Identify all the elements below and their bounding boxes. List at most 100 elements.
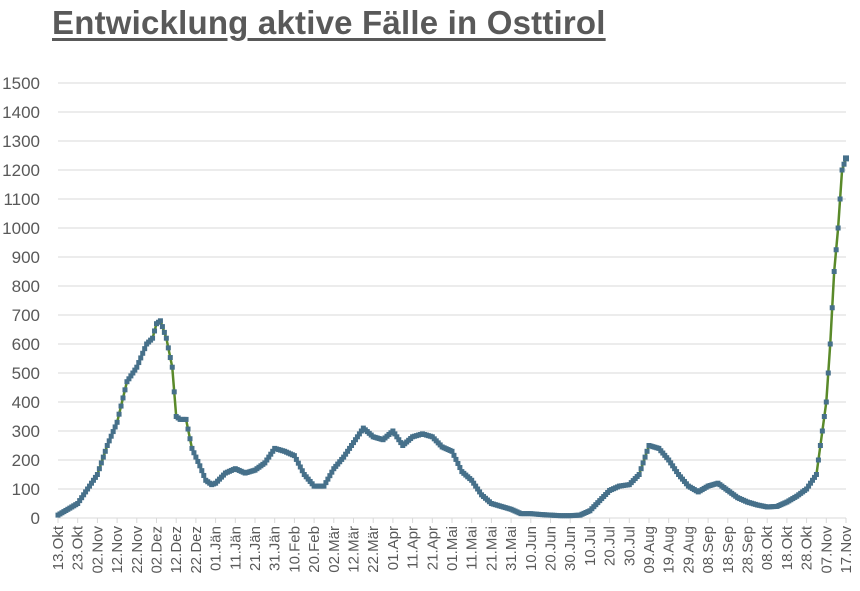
data-marker: [98, 460, 104, 466]
data-marker: [291, 453, 297, 459]
data-marker: [299, 468, 305, 474]
data-marker: [642, 454, 648, 460]
data-marker: [354, 434, 360, 440]
data-marker: [843, 155, 849, 162]
data-marker: [473, 483, 479, 489]
y-tick-label: 100: [12, 480, 40, 499]
y-tick-label: 1100: [3, 190, 40, 209]
data-marker: [668, 460, 674, 466]
data-marker: [122, 387, 128, 393]
data-marker: [134, 364, 140, 370]
data-marker: [449, 448, 455, 454]
data-marker: [394, 434, 400, 440]
data-marker: [169, 364, 175, 370]
y-tick-label: 1300: [2, 132, 40, 151]
data-marker: [841, 161, 847, 167]
data-marker: [813, 472, 819, 477]
x-tick-label: 10.Feb: [286, 526, 303, 573]
data-marker: [451, 452, 457, 458]
x-tick-label: 07.Nov: [818, 526, 835, 574]
data-marker: [295, 460, 301, 466]
data-marker: [114, 419, 120, 425]
data-marker: [833, 247, 839, 253]
data-marker: [185, 426, 191, 432]
x-tick-label: 08.Okt: [759, 525, 776, 570]
data-marker: [161, 329, 167, 335]
data-marker: [90, 477, 96, 483]
data-marker: [471, 480, 477, 486]
y-tick-label: 600: [12, 335, 40, 354]
data-marker: [150, 335, 156, 341]
x-tick-label: 30.Jul: [621, 526, 638, 566]
x-tick-label: 22.Mär: [365, 526, 382, 573]
data-marker: [199, 468, 205, 474]
data-marker: [106, 438, 112, 444]
data-marker: [356, 431, 362, 437]
data-marker: [392, 431, 398, 437]
data-marker: [77, 498, 83, 504]
data-marker: [321, 483, 327, 489]
data-marker: [827, 341, 833, 347]
x-tick-label: 09.Aug: [641, 526, 658, 574]
x-tick-label: 12.Nov: [109, 526, 126, 574]
data-marker: [804, 486, 810, 492]
x-tick-label: 13.Okt: [50, 525, 67, 570]
data-marker: [345, 448, 351, 454]
x-tick-label: 30.Jun: [562, 526, 579, 571]
data-marker: [171, 389, 177, 395]
x-tick-label: 29.Aug: [680, 526, 697, 574]
data-marker: [390, 428, 396, 434]
data-marker: [352, 437, 358, 443]
data-marker: [110, 429, 116, 435]
data-marker: [644, 448, 650, 454]
data-marker: [341, 454, 347, 460]
data-marker: [100, 454, 106, 460]
y-tick-label: 0: [31, 509, 40, 528]
data-marker: [839, 167, 845, 173]
x-tick-label: 31.Mai: [503, 526, 520, 571]
x-tick-label: 10.Jul: [582, 526, 599, 566]
data-marker: [825, 370, 831, 376]
x-tick-label: 28.Sep: [740, 526, 757, 574]
data-marker: [475, 486, 481, 492]
x-tick-label: 01.Jän: [208, 526, 225, 571]
data-marker: [343, 451, 349, 457]
data-marker: [829, 305, 835, 311]
x-tick-label: 28.Okt: [799, 525, 816, 570]
x-tick-label: 31.Jän: [267, 526, 284, 571]
data-marker: [88, 480, 94, 486]
data-marker: [167, 355, 173, 361]
data-marker: [455, 460, 461, 466]
data-marker: [672, 466, 678, 472]
data-marker: [815, 457, 821, 463]
x-tick-label: 11.Jän: [227, 526, 244, 570]
data-marker: [638, 466, 644, 472]
x-axis: 13.Okt 23.Okt 02.Nov 12.Nov 22.Nov 02.Dez 12.D…: [50, 518, 855, 574]
data-marker: [116, 411, 122, 417]
data-marker: [189, 445, 195, 451]
x-tick-label: 17.Nov: [838, 526, 855, 574]
data-marker: [124, 379, 130, 385]
y-tick-label: 300: [12, 422, 40, 441]
chart-title: Entwicklung aktive Fälle in Osttirol: [52, 4, 606, 41]
data-marker: [477, 489, 483, 495]
y-tick-label: 700: [12, 306, 40, 325]
data-marker: [201, 472, 207, 478]
data-marker: [132, 367, 138, 373]
data-marker: [396, 437, 402, 443]
x-tick-label: 22.Dez: [188, 526, 205, 574]
data-marker: [837, 196, 843, 202]
data-marker: [806, 483, 812, 489]
data-marker: [87, 483, 93, 489]
data-marker: [94, 472, 100, 477]
data-marker: [808, 480, 814, 486]
data-marker: [159, 324, 165, 330]
data-marker: [197, 463, 203, 469]
y-tick-label: 800: [12, 277, 40, 296]
x-tick-label: 11.Apr: [405, 526, 422, 569]
y-tick-label: 1400: [2, 103, 40, 122]
data-marker: [453, 456, 459, 462]
data-marker: [152, 328, 158, 334]
data-marker: [163, 335, 169, 341]
data-marker: [75, 501, 81, 506]
